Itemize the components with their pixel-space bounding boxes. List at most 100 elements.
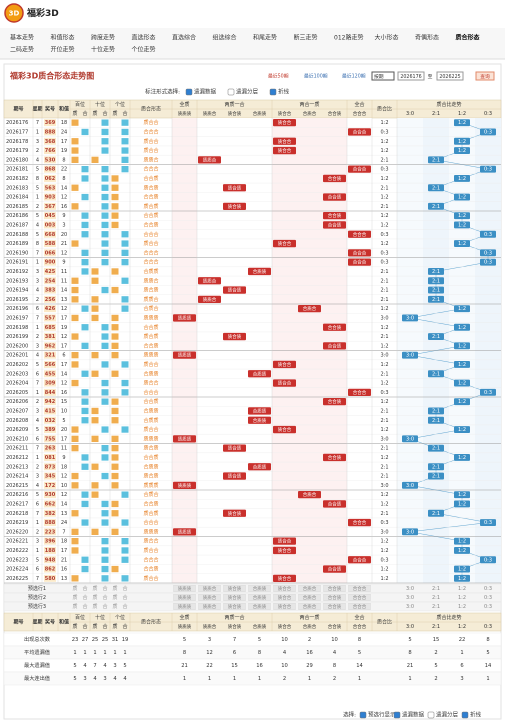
preselect-zone-text[interactable]: 质合合 [278, 594, 292, 601]
draw-box [44, 184, 56, 192]
preselect-zone-text[interactable]: 合质合 [303, 585, 317, 592]
end-input[interactable] [436, 71, 464, 81]
preselect-zone-text[interactable]: 质质质 [178, 594, 192, 601]
preselect-zone-text[interactable]: 质合质 [228, 603, 242, 610]
preselect-zone[interactable] [348, 603, 371, 610]
preselect-zone-text[interactable]: 合质合 [303, 603, 317, 610]
preselect-zone[interactable] [248, 585, 271, 592]
select-box[interactable] [371, 71, 395, 81]
preselect-zone[interactable] [298, 585, 321, 592]
preselect-ratio[interactable]: 0:3 [484, 595, 492, 601]
preselect-zone[interactable] [323, 585, 346, 592]
nav-tab[interactable]: 开位走势 [51, 46, 75, 54]
footer-option[interactable]: 遗漏分层 [436, 711, 459, 719]
nav-tab[interactable]: 个位走势 [132, 46, 156, 54]
nav-tab[interactable]: 二码走势 [10, 46, 34, 54]
preselect-zone-text[interactable]: 合质质 [253, 585, 267, 592]
preselect-zone[interactable] [223, 585, 246, 592]
nav-tab[interactable]: 和尾走势 [253, 34, 277, 42]
position-marker [91, 407, 99, 415]
preselect-ratio[interactable]: 2:1 [432, 604, 440, 610]
checkbox[interactable] [269, 88, 277, 96]
footer-option[interactable]: 折线 [470, 711, 482, 719]
preselect-zone[interactable] [198, 594, 221, 601]
nav-tab[interactable]: 直选综合 [172, 34, 196, 42]
preselect-zone-text[interactable]: 质质合 [203, 603, 217, 610]
range-link[interactable]: 最近120期 [342, 73, 366, 80]
preselect-ratio[interactable]: 2:1 [432, 595, 440, 601]
preselect-ratio[interactable]: 1:2 [458, 586, 466, 592]
nav-tab[interactable]: 012路走势 [334, 34, 363, 42]
preselect-zone[interactable] [223, 594, 246, 601]
nav-tab[interactable]: 基本走势 [10, 34, 34, 42]
preselect-zone-text[interactable]: 合合合 [353, 603, 367, 610]
preselect-zone-text[interactable]: 质合质 [228, 585, 242, 592]
nav-tab[interactable]: 直选形态 [132, 34, 156, 42]
preselect-zone-text[interactable]: 质合合 [278, 603, 292, 610]
preselect-zone-text[interactable]: 合质质 [253, 594, 267, 601]
preselect-zone-text[interactable]: 合质质 [253, 603, 267, 610]
preselect-zone[interactable] [173, 603, 196, 610]
preselect-zone-text[interactable]: 质质质 [178, 585, 192, 592]
range-link[interactable]: 最近50期 [268, 73, 289, 80]
preselect-zone-text[interactable]: 合合质 [328, 594, 342, 601]
preselect-zone[interactable] [298, 594, 321, 601]
nav-tab[interactable]: 大小形态 [375, 34, 399, 42]
preselect-zone-text[interactable]: 质质合 [203, 585, 217, 592]
preselect-zone-text[interactable]: 质质合 [203, 594, 217, 601]
nav-tab[interactable]: 组选综合 [213, 34, 237, 42]
footer-option[interactable]: 遗漏数据 [402, 711, 425, 719]
preselect-zone[interactable] [323, 594, 346, 601]
nav-tab[interactable]: 十位走势 [91, 46, 115, 54]
checkbox[interactable] [227, 88, 235, 96]
query-button[interactable] [475, 71, 495, 81]
preselect-zone-text[interactable]: 质质质 [178, 603, 192, 610]
preselect-ratio[interactable]: 3:0 [406, 595, 414, 601]
checkbox[interactable] [393, 711, 401, 719]
preselect-zone-text[interactable]: 合合合 [353, 594, 367, 601]
preselect-zone[interactable] [348, 594, 371, 601]
preselect-zone[interactable] [198, 585, 221, 592]
preselect-zone[interactable] [198, 603, 221, 610]
footer-option[interactable]: 预选行显示 [368, 711, 396, 719]
preselect-zone[interactable] [173, 585, 196, 592]
preselect-ratio[interactable]: 3:0 [406, 604, 414, 610]
preselect-ratio[interactable]: 1:2 [458, 595, 466, 601]
nav-tab[interactable]: 奇偶形态 [415, 34, 439, 42]
option-label[interactable]: 遗漏数据 [194, 88, 217, 96]
preselect-zone[interactable] [323, 603, 346, 610]
nav-tab[interactable]: 跨度走势 [91, 34, 115, 42]
preselect-ratio[interactable]: 0:3 [484, 604, 492, 610]
checkbox[interactable] [427, 711, 435, 719]
preselect-zone-text[interactable]: 质合质 [228, 594, 242, 601]
preselect-zone[interactable] [298, 603, 321, 610]
checkbox[interactable] [461, 711, 469, 719]
preselect-zone-text[interactable]: 合质合 [303, 594, 317, 601]
preselect-ratio[interactable]: 2:1 [432, 586, 440, 592]
nav-tab[interactable]: 质合形态 [456, 34, 480, 42]
nav-tab[interactable]: 和值形态 [51, 34, 75, 42]
range-link[interactable]: 最近100期 [304, 73, 328, 80]
preselect-zone[interactable] [348, 585, 371, 592]
preselect-zone[interactable] [248, 594, 271, 601]
query-label[interactable]: 查询 [480, 73, 490, 80]
preselect-ratio[interactable]: 1:2 [458, 604, 466, 610]
preselect-zone-text[interactable]: 质合合 [278, 585, 292, 592]
preselect-zone-text[interactable]: 合合质 [328, 585, 342, 592]
nav-tab[interactable]: 断三走势 [294, 34, 318, 42]
start-input[interactable] [397, 71, 425, 81]
preselect-zone-text[interactable]: 合合质 [328, 603, 342, 610]
preselect-zone-text[interactable]: 合合合 [353, 585, 367, 592]
preselect-ratio[interactable]: 3:0 [406, 586, 414, 592]
preselect-zone[interactable] [248, 603, 271, 610]
option-label[interactable]: 折线 [278, 88, 290, 96]
preselect-zone[interactable] [273, 594, 296, 601]
option-label[interactable]: 遗漏分层 [236, 88, 259, 96]
checkbox[interactable] [359, 711, 367, 719]
preselect-ratio[interactable]: 0:3 [484, 586, 492, 592]
preselect-zone[interactable] [273, 585, 296, 592]
preselect-zone[interactable] [223, 603, 246, 610]
preselect-zone[interactable] [173, 594, 196, 601]
checkbox[interactable] [185, 88, 193, 96]
preselect-zone[interactable] [273, 603, 296, 610]
